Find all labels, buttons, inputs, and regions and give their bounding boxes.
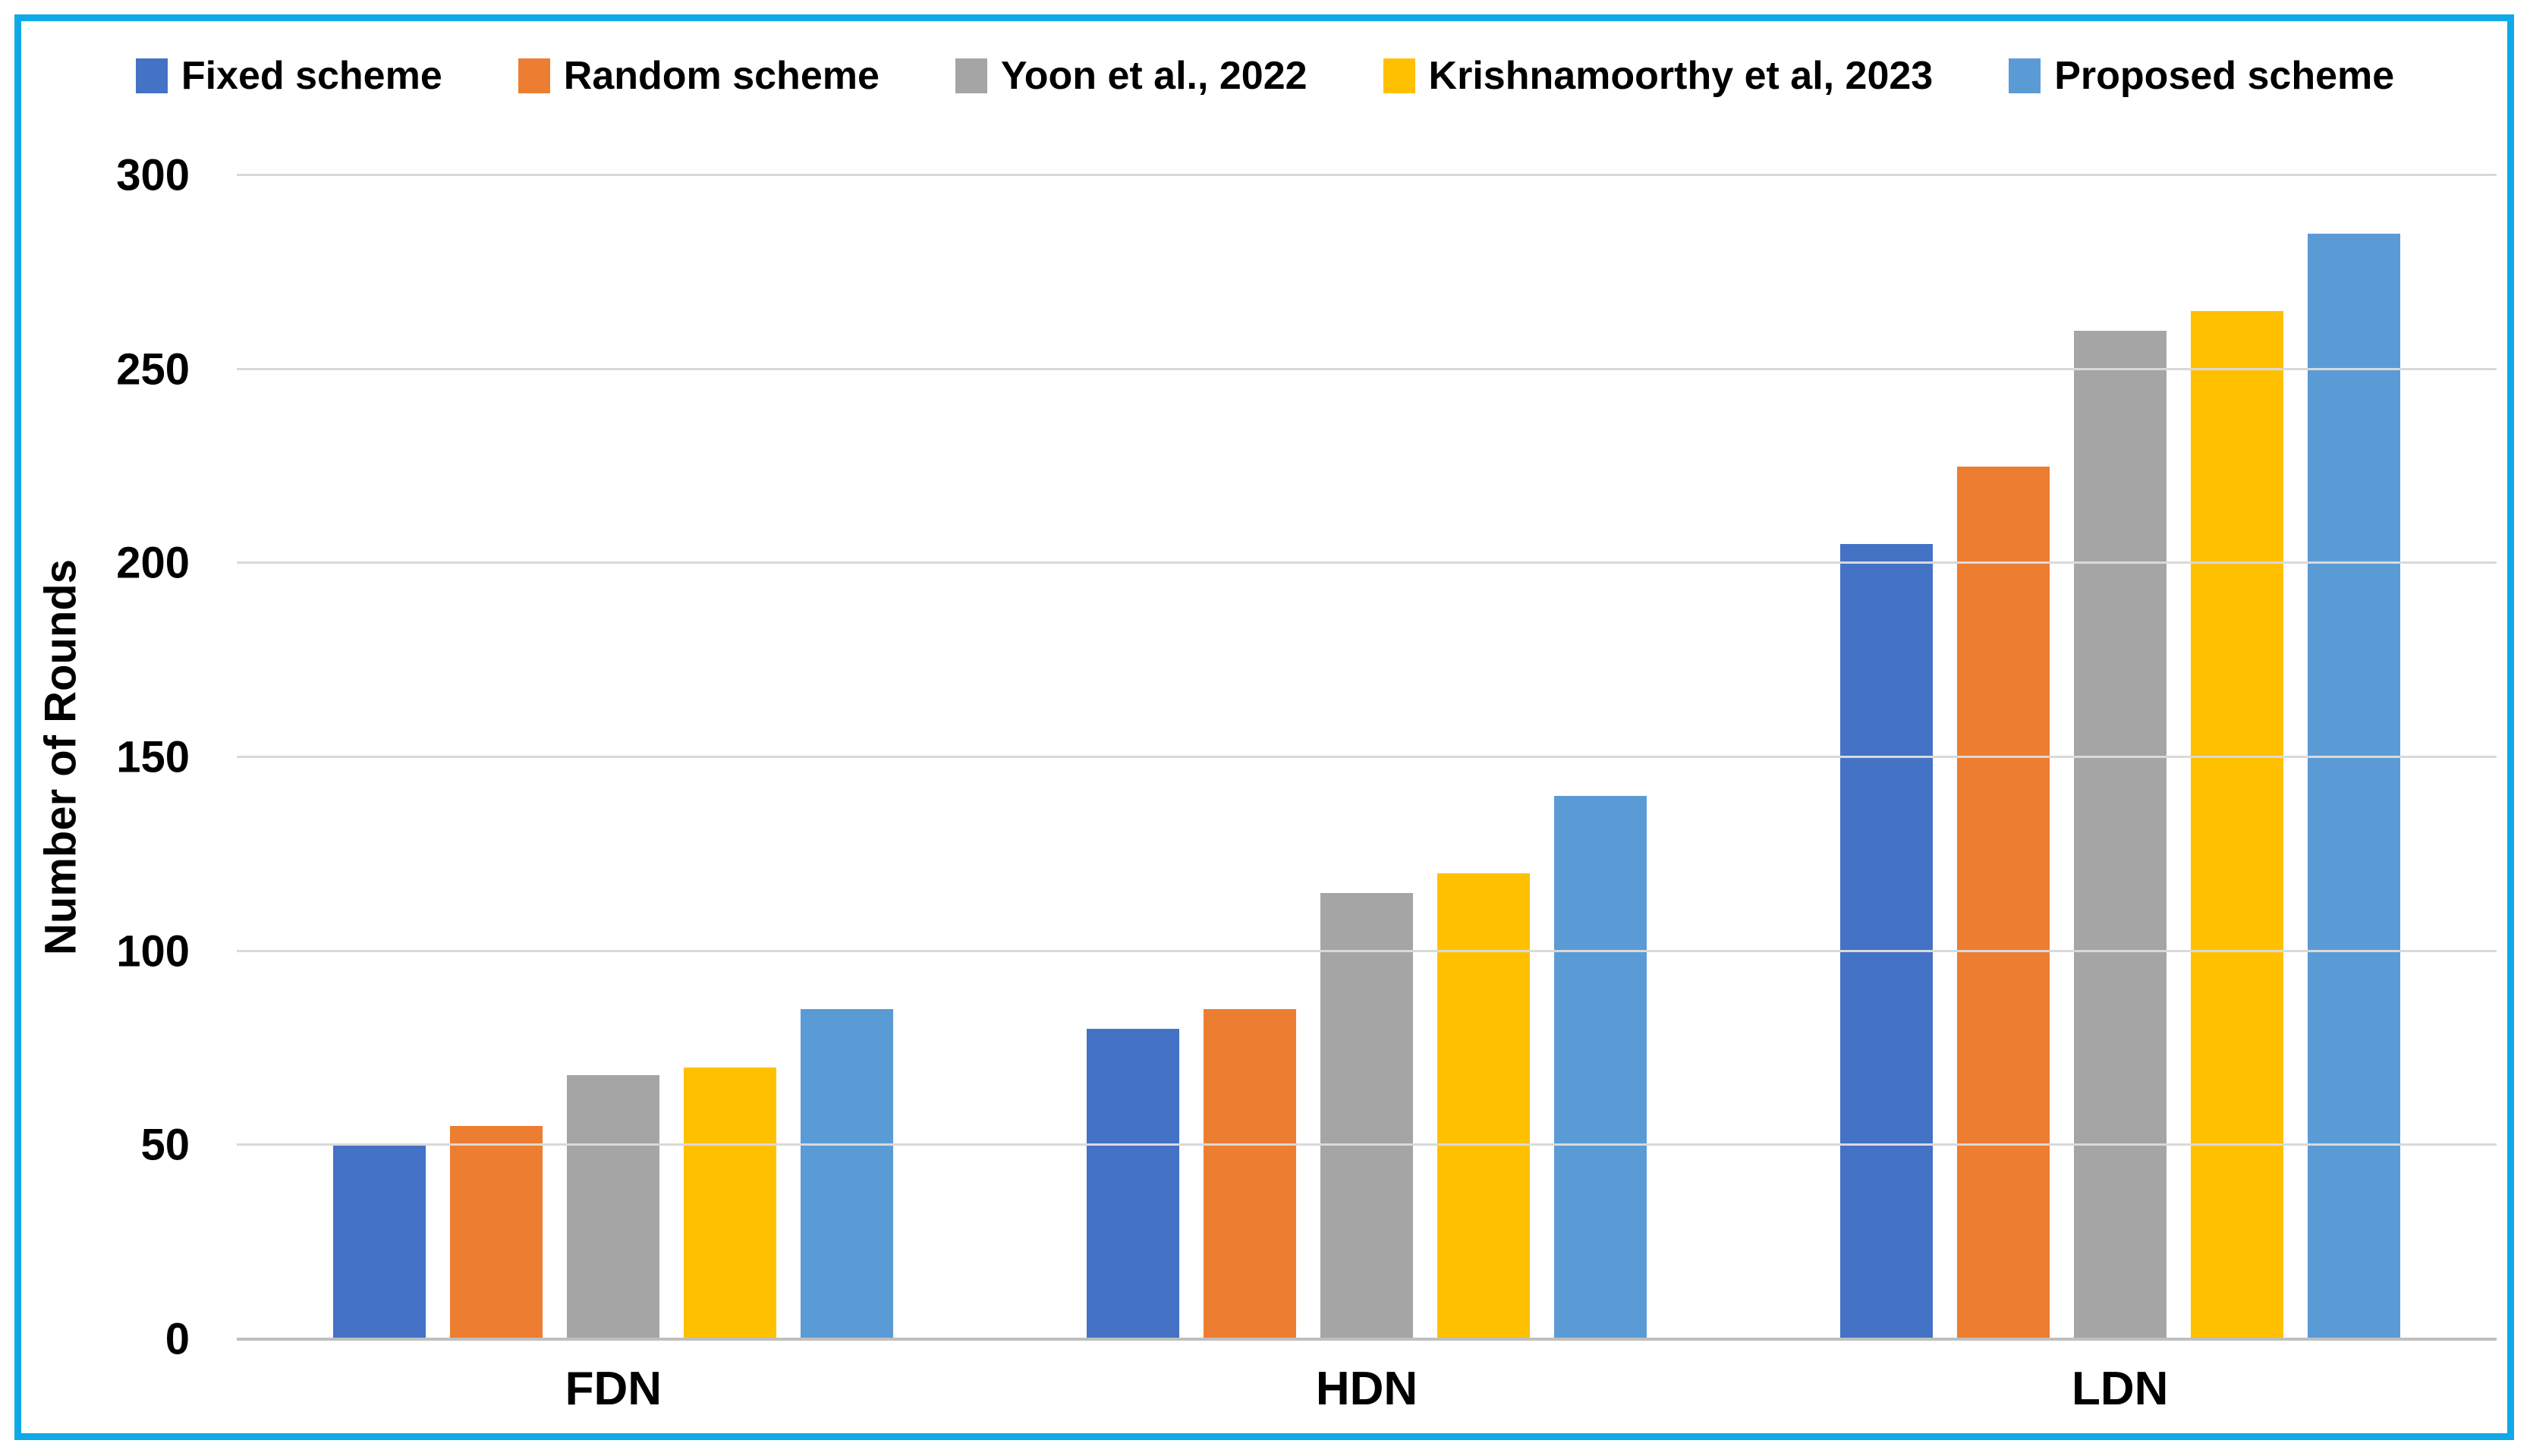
bar xyxy=(684,1068,777,1339)
plot-area xyxy=(237,174,2497,1341)
bar xyxy=(2307,233,2400,1339)
bar xyxy=(801,1009,894,1339)
x-axis-category-labels: FDN HDN LDN xyxy=(237,1362,2497,1416)
y-tick-label: 100 xyxy=(116,926,190,976)
legend-marker-icon xyxy=(135,58,168,93)
bar xyxy=(1087,1028,1179,1339)
bar-group-fdn xyxy=(237,175,990,1339)
legend-label: Proposed scheme xyxy=(2054,54,2395,98)
legend-label: Yoon et al., 2022 xyxy=(1000,54,1307,98)
y-tick-label: 250 xyxy=(116,344,190,395)
bar xyxy=(1320,892,1413,1339)
bar xyxy=(333,1145,426,1339)
legend-item: Proposed scheme xyxy=(2009,53,2394,99)
gridline xyxy=(237,1143,2497,1146)
legend-label: Random scheme xyxy=(563,54,880,98)
bar xyxy=(2190,310,2283,1339)
bar xyxy=(1839,543,1933,1339)
bar xyxy=(2073,330,2167,1339)
y-tick-label: 150 xyxy=(116,732,190,782)
gridline xyxy=(237,949,2497,952)
chart-legend: Fixed scheme Random scheme Yoon et al., 20… xyxy=(0,53,2530,99)
legend-item: Random scheme xyxy=(518,53,880,99)
gridline xyxy=(237,174,2497,176)
x-category-label: HDN xyxy=(1315,1363,1418,1415)
bar xyxy=(1204,1009,1296,1339)
legend-label: Krishnamoorthy et al, 2023 xyxy=(1428,54,1934,98)
legend-item: Fixed scheme xyxy=(135,53,442,99)
bar xyxy=(567,1075,660,1339)
y-axis-tick-labels: 0 50 100 150 200 250 300 xyxy=(0,151,190,1364)
bar xyxy=(1437,873,1530,1339)
y-tick-label: 0 xyxy=(165,1314,190,1364)
bar xyxy=(1956,466,2050,1339)
y-axis-title: Number of Rounds xyxy=(36,559,86,955)
legend-marker-icon xyxy=(518,58,550,93)
legend-label: Fixed scheme xyxy=(181,54,442,98)
legend-marker-icon xyxy=(1383,58,1415,93)
x-axis-baseline xyxy=(237,1338,2497,1341)
y-tick-label: 200 xyxy=(116,538,190,588)
legend-marker-icon xyxy=(955,58,987,93)
gridline xyxy=(237,367,2497,370)
y-tick-label: 300 xyxy=(116,150,190,200)
legend-item: Krishnamoorthy et al, 2023 xyxy=(1383,53,1934,99)
gridline xyxy=(237,756,2497,758)
legend-item: Yoon et al., 2022 xyxy=(955,53,1307,99)
x-category-label: FDN xyxy=(565,1363,662,1415)
gridline xyxy=(237,561,2497,564)
bar xyxy=(450,1125,543,1339)
bar-groups xyxy=(237,175,2497,1339)
legend-marker-icon xyxy=(2009,58,2041,93)
y-tick-label: 50 xyxy=(140,1120,190,1170)
x-category-label: LDN xyxy=(2071,1363,2169,1415)
bar xyxy=(1554,796,1647,1339)
bar-group-ldn xyxy=(1743,175,2497,1339)
